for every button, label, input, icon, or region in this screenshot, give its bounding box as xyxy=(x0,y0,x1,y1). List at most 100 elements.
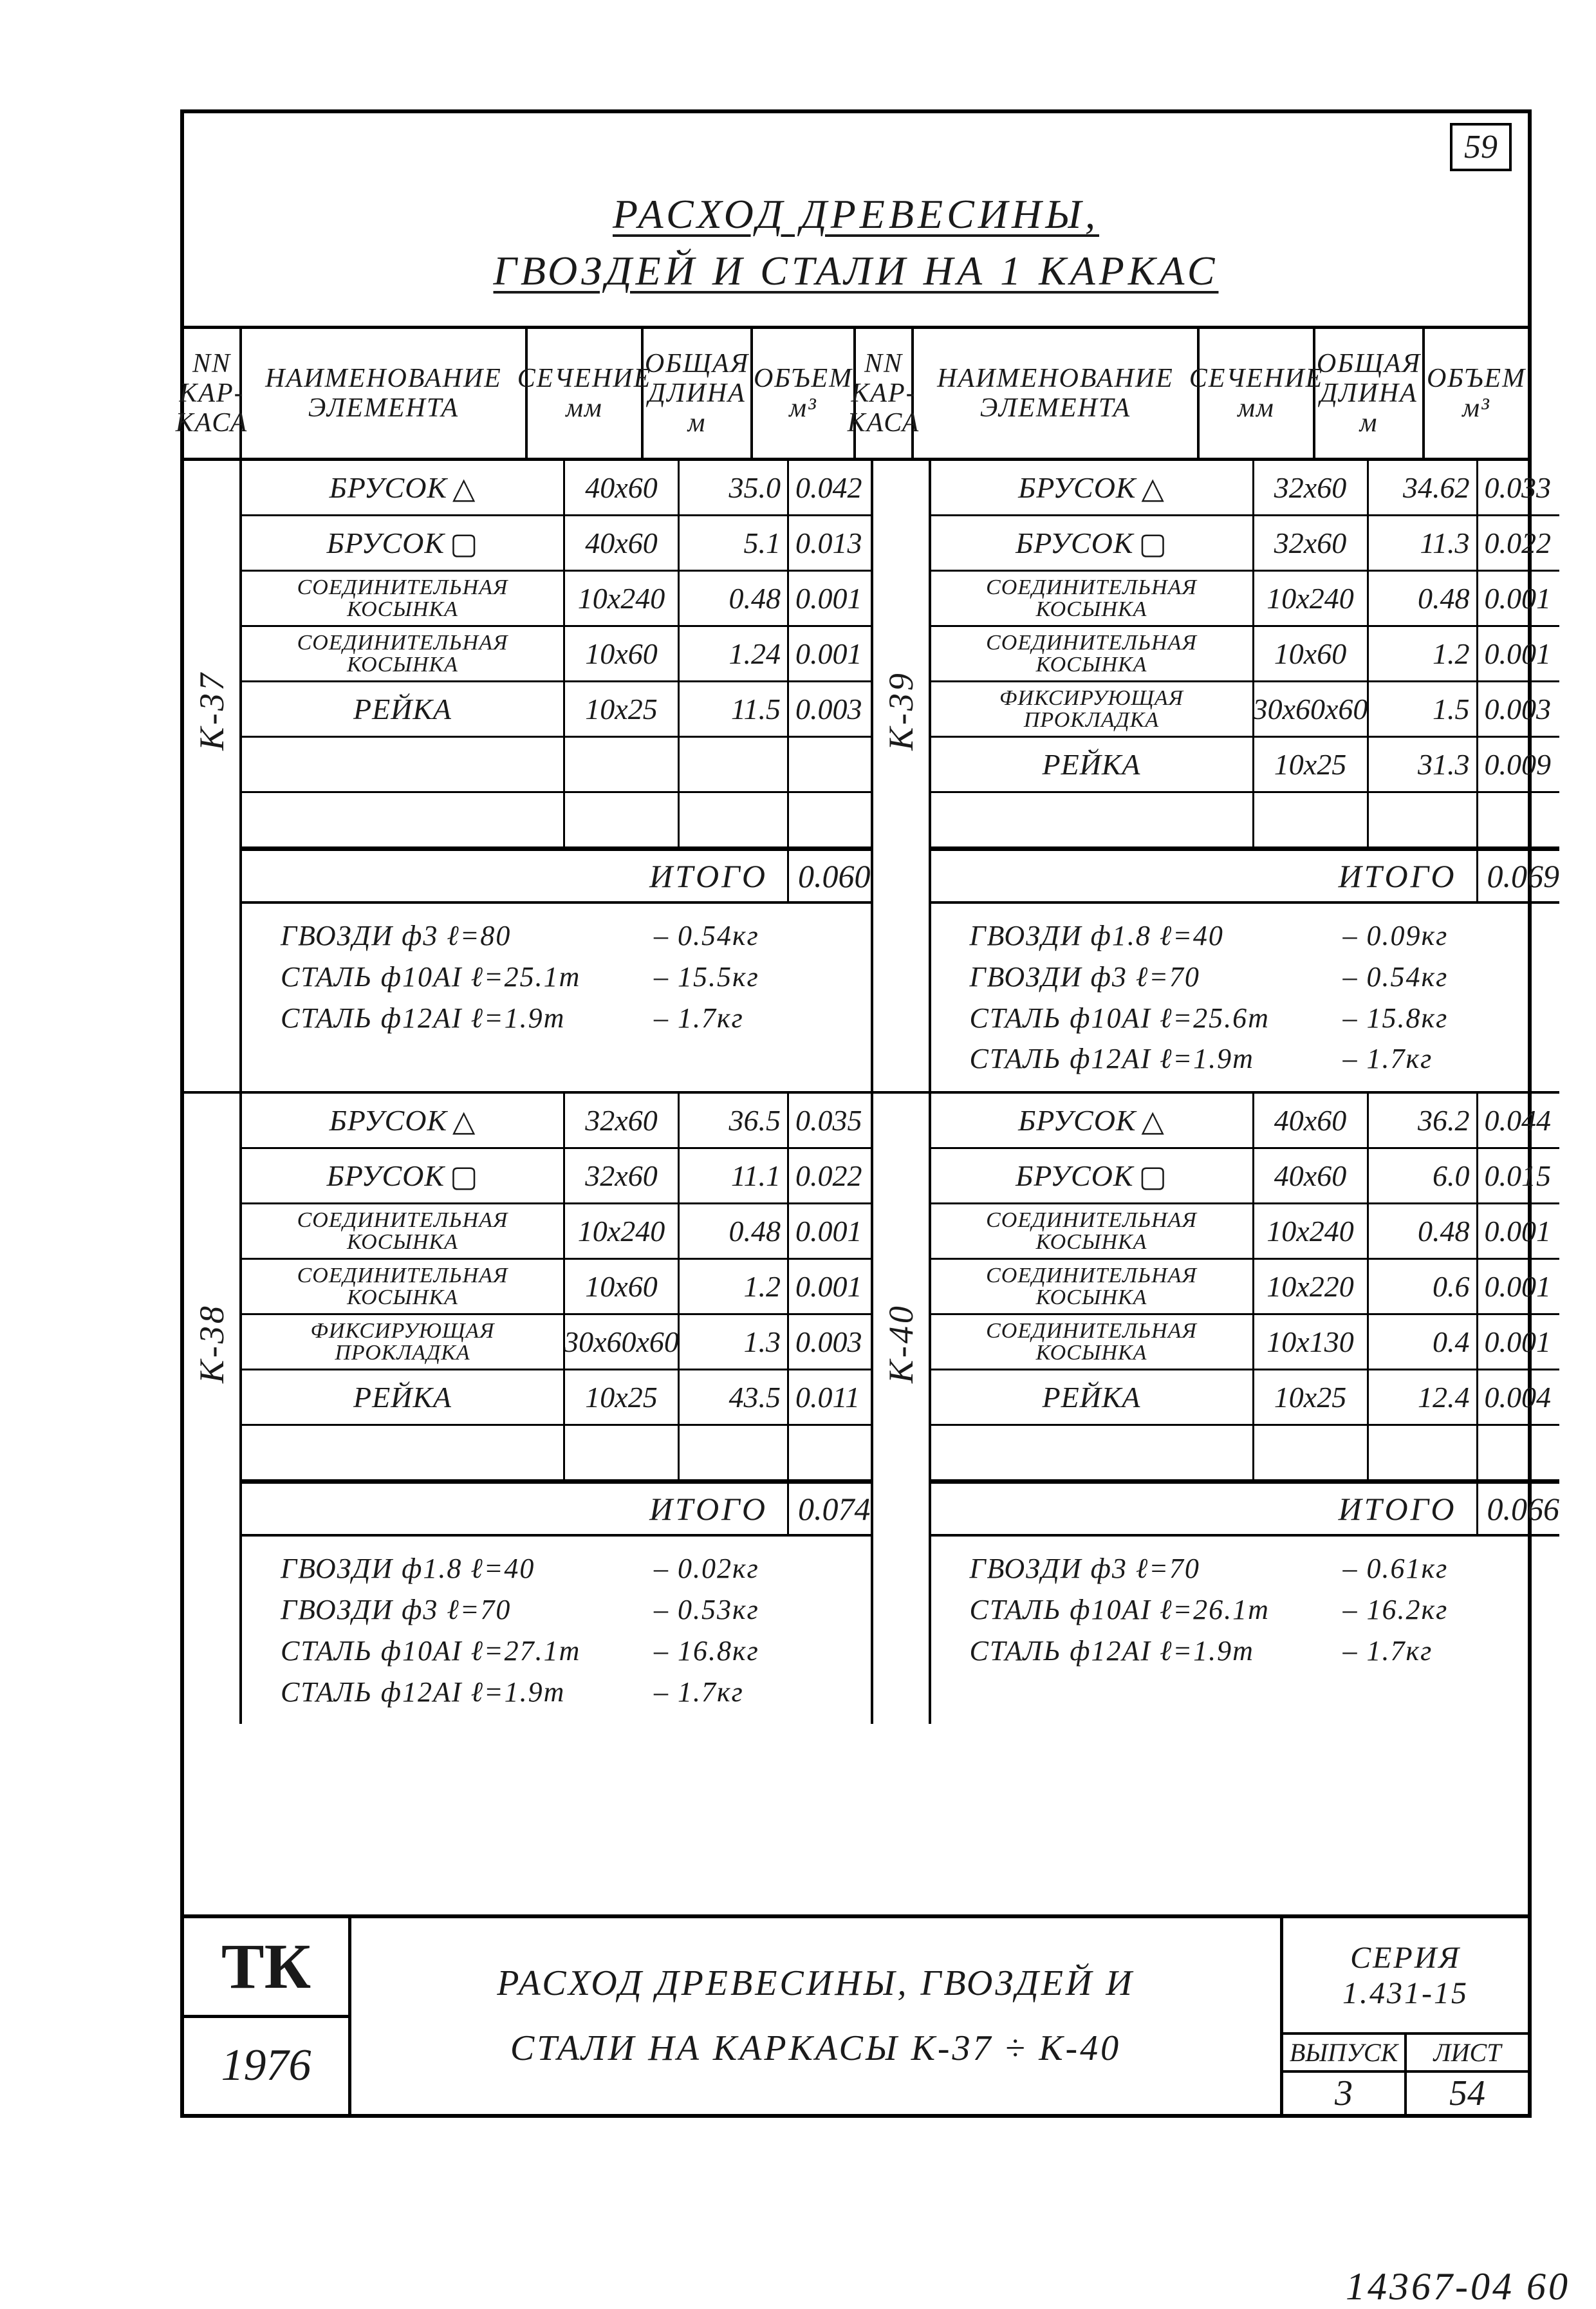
length: 11.3 xyxy=(1369,516,1478,570)
element-name: БРУСОК xyxy=(242,1094,565,1147)
volume: 0.001 xyxy=(1478,1260,1560,1313)
note-line: ГВОЗДИ ф3 ℓ=70– 0.54кг xyxy=(970,957,1521,998)
section: 32х60 xyxy=(1254,461,1369,514)
note-item: ГВОЗДИ ф1.8 ℓ=40 xyxy=(281,1548,654,1589)
total-row: ИТОГО0.069 xyxy=(931,848,1560,904)
issue-value: 3 xyxy=(1283,2073,1404,2114)
footer-code: 14367-04 60 xyxy=(1346,2265,1570,2309)
note-qty: – 0.53кг xyxy=(654,1589,759,1631)
note-line: ГВОЗДИ ф1.8 ℓ=40– 0.09кг xyxy=(970,915,1521,957)
length: 31.3 xyxy=(1369,738,1478,791)
sheet-label: ЛИСТ xyxy=(1407,2035,1528,2073)
volume: 0.001 xyxy=(789,1204,871,1258)
note-item: СТАЛЬ ф10АI ℓ=25.6m xyxy=(970,998,1343,1039)
section: 40х60 xyxy=(565,461,680,514)
total-label: ИТОГО xyxy=(931,851,1478,901)
page-number: 59 xyxy=(1450,123,1512,171)
frame-id-label: К-38 xyxy=(192,1304,232,1383)
note-qty: – 15.5кг xyxy=(654,957,759,998)
table-row xyxy=(931,793,1560,848)
length: 34.62 xyxy=(1369,461,1478,514)
total-value: 0.066 xyxy=(1478,1484,1560,1534)
table-row: СОЕДИНИТЕЛЬНАЯ КОСЫНКА10х2400.480.001 xyxy=(931,1204,1560,1260)
note-item: ГВОЗДИ ф3 ℓ=80 xyxy=(281,915,654,957)
sheet-col: ЛИСТ 54 xyxy=(1407,2035,1528,2114)
volume: 0.015 xyxy=(1478,1149,1560,1202)
note-qty: – 1.7кг xyxy=(1343,1038,1433,1080)
section: 30х60х60 xyxy=(565,1315,680,1369)
note-item: СТАЛЬ ф12АI ℓ=1.9m xyxy=(970,1038,1343,1080)
quadrant-К-38: К-38БРУСОК32х6036.50.035БРУСОК32х6011.10… xyxy=(184,1094,873,1724)
length: 1.2 xyxy=(680,1260,789,1313)
table-row: СОЕДИНИТЕЛЬНАЯ КОСЫНКА10х2400.480.001 xyxy=(242,572,871,627)
length: 12.4 xyxy=(1369,1370,1478,1424)
hdr-name: НАИМЕНОВАНИЕ ЭЛЕМЕНТА xyxy=(242,329,528,458)
note-line: ГВОЗДИ ф3 ℓ=70– 0.53кг xyxy=(281,1589,832,1631)
table-row: БРУСОК32х6034.620.033 xyxy=(931,461,1560,516)
section: 10х60 xyxy=(565,627,680,680)
title-block-stamp: ТК 1976 РАСХОД ДРЕВЕСИНЫ, ГВОЗДЕЙ И СТАЛ… xyxy=(184,1914,1528,2114)
element-name: БРУСОК xyxy=(931,1149,1254,1202)
length: 0.6 xyxy=(1369,1260,1478,1313)
table-body: К-37БРУСОК40х6035.00.042БРУСОК40х605.10.… xyxy=(184,461,1528,1723)
length: 5.1 xyxy=(680,516,789,570)
element-name: РЕЙКА xyxy=(931,738,1254,791)
section: 40х60 xyxy=(1254,1149,1369,1202)
issue-col: ВЫПУСК 3 xyxy=(1283,2035,1407,2114)
table-row: СОЕДИНИТЕЛЬНАЯ КОСЫНКА10х2400.480.001 xyxy=(242,1204,871,1260)
main-title: РАСХОД ДРЕВЕСИНЫ, ГВОЗДЕЙ И СТАЛИ НА 1 К… xyxy=(184,191,1528,295)
volume: 0.003 xyxy=(789,1315,871,1369)
note-qty: – 0.09кг xyxy=(1343,915,1449,957)
volume: 0.001 xyxy=(1478,1204,1560,1258)
element-name: БРУСОК xyxy=(931,1094,1254,1147)
table-row: БРУСОК32х6036.50.035 xyxy=(242,1094,871,1149)
frame-id-col: К-39 xyxy=(873,461,931,1091)
table-row: РЕЙКА10х2512.40.004 xyxy=(931,1370,1560,1426)
hdr-vol: ОБЪЕМ м³ xyxy=(753,329,856,458)
section: 10х60 xyxy=(565,1260,680,1313)
element-name: СОЕДИНИТЕЛЬНАЯ КОСЫНКА xyxy=(931,1315,1254,1369)
element-name: ФИКСИРУЮЩАЯ ПРОКЛАДКА xyxy=(931,682,1254,736)
element-name: РЕЙКА xyxy=(242,1370,565,1424)
note-line: СТАЛЬ ф10АI ℓ=26.1m– 16.2кг xyxy=(970,1589,1521,1631)
note-item: СТАЛЬ ф12АI ℓ=1.9m xyxy=(970,1631,1343,1672)
volume: 0.035 xyxy=(789,1094,871,1147)
frame-id-label: К-40 xyxy=(881,1304,921,1383)
element-name: БРУСОК xyxy=(242,461,565,514)
volume: 0.022 xyxy=(1478,516,1560,570)
element-name: РЕЙКА xyxy=(931,1370,1254,1424)
section: 10х240 xyxy=(565,572,680,625)
note-qty: – 1.7кг xyxy=(654,1672,744,1713)
table-row: БРУСОК32х6011.30.022 xyxy=(931,516,1560,572)
element-name: СОЕДИНИТЕЛЬНАЯ КОСЫНКА xyxy=(931,627,1254,680)
materials-notes: ГВОЗДИ ф1.8 ℓ=40– 0.09кгГВОЗДИ ф3 ℓ=70– … xyxy=(931,904,1560,1091)
quadrant-К-40: К-40БРУСОК40х6036.20.044БРУСОК40х606.00.… xyxy=(873,1094,1560,1724)
length: 35.0 xyxy=(680,461,789,514)
note-qty: – 16.8кг xyxy=(654,1631,759,1672)
frame-id-col: К-37 xyxy=(184,461,242,1091)
note-item: СТАЛЬ ф10АI ℓ=27.1m xyxy=(281,1631,654,1672)
table-row xyxy=(242,738,871,793)
note-item: СТАЛЬ ф10АI ℓ=25.1m xyxy=(281,957,654,998)
section: 40х60 xyxy=(1254,1094,1369,1147)
element-name: СОЕДИНИТЕЛЬНАЯ КОСЫНКА xyxy=(242,1204,565,1258)
section: 32х60 xyxy=(565,1094,680,1147)
note-qty: – 0.54кг xyxy=(654,915,759,957)
hdr-sec: СЕЧЕНИЕ мм xyxy=(528,329,644,458)
element-name: РЕЙКА xyxy=(242,682,565,736)
length: 0.48 xyxy=(1369,1204,1478,1258)
table-row: СОЕДИНИТЕЛЬНАЯ КОСЫНКА10х2400.480.001 xyxy=(931,572,1560,627)
element-name: БРУСОК xyxy=(242,516,565,570)
length: 0.4 xyxy=(1369,1315,1478,1369)
element-name: БРУСОК xyxy=(931,516,1254,570)
total-row: ИТОГО0.060 xyxy=(242,848,871,904)
length: 1.2 xyxy=(1369,627,1478,680)
section: 10х130 xyxy=(1254,1315,1369,1369)
hdr-vol-2: ОБЪЕМ м³ xyxy=(1425,329,1528,458)
data-column: БРУСОК32х6034.620.033БРУСОК32х6011.30.02… xyxy=(931,461,1560,1091)
stamp-right: СЕРИЯ 1.431-15 ВЫПУСК 3 ЛИСТ 54 xyxy=(1283,1918,1528,2114)
note-line: СТАЛЬ ф12АI ℓ=1.9m– 1.7кг xyxy=(281,998,832,1039)
section: 10х60 xyxy=(1254,627,1369,680)
stamp-title: РАСХОД ДРЕВЕСИНЫ, ГВОЗДЕЙ И СТАЛИ НА КАР… xyxy=(351,1918,1283,2114)
section: 10х25 xyxy=(1254,1370,1369,1424)
